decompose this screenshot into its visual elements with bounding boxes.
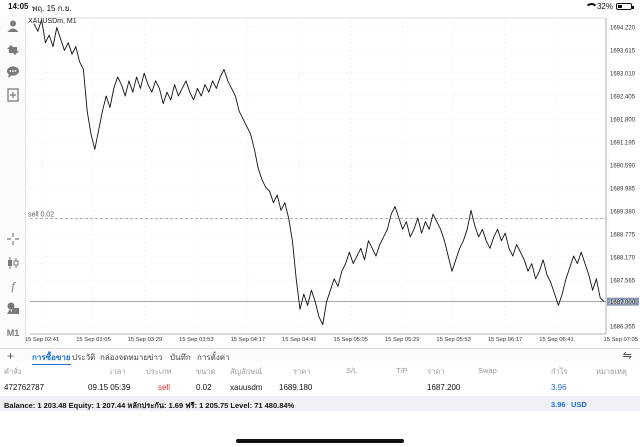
table-header: คำสั่ง เวลา ประเภท ขนาด สัญลักษณ์ ราคา S… bbox=[0, 364, 640, 378]
header-tp: T/P bbox=[396, 366, 408, 375]
sort-icon[interactable]: ⇋ bbox=[622, 350, 632, 362]
time-tick-label: 15 Sep 05:05 bbox=[333, 337, 368, 343]
chart-svg[interactable]: 1687.000 1694.220 1693.615 1693.010 1692.40… bbox=[26, 14, 640, 348]
price-tick-label: 1690.590 bbox=[610, 163, 636, 169]
time-tick-label: 15 Sep 03:05 bbox=[76, 337, 111, 343]
time-tick-label: 15 Sep 02:41 bbox=[26, 337, 59, 343]
header-swap: Swap bbox=[478, 366, 497, 375]
price-tick-label: 1691.800 bbox=[610, 117, 636, 123]
price-tick-label: 1694.220 bbox=[610, 25, 636, 31]
crosshair-icon[interactable] bbox=[4, 230, 22, 248]
left-toolbar: f M1 bbox=[0, 14, 26, 344]
balance-total: 3.96 bbox=[551, 400, 566, 409]
person-icon[interactable] bbox=[4, 17, 22, 35]
header-comment: หมายเหตุ bbox=[596, 367, 627, 376]
price-tick-label: 1688.775 bbox=[610, 233, 636, 239]
time-tick-label: 15 Sep 05:53 bbox=[436, 337, 471, 343]
price-tick-label: 1689.985 bbox=[610, 186, 636, 192]
price-axis-ticks: 1694.220 1693.615 1693.010 1692.405 1691.800… bbox=[610, 25, 636, 330]
header-time: เวลา bbox=[110, 367, 126, 376]
wifi-icon bbox=[584, 3, 598, 10]
row-price: 1687.200 bbox=[427, 383, 461, 392]
chart-series bbox=[33, 19, 605, 325]
status-bar: 14:05 พฤ. 15 ก.ย. 32% bbox=[0, 0, 640, 14]
time-tick-label: 15 Sep 04:41 bbox=[282, 337, 317, 343]
time-axis-ticks: 15 Sep 02:41 15 Sep 03:05 15 Sep 03:29 15 S… bbox=[26, 337, 638, 343]
battery-icon bbox=[616, 3, 634, 10]
status-right: 32% bbox=[584, 2, 634, 11]
tab-trade[interactable]: การซื้อขาย bbox=[32, 351, 71, 365]
time-tick-label: 15 Sep 05:29 bbox=[385, 337, 420, 343]
home-indicator bbox=[236, 439, 404, 443]
price-tick-label: 1686.355 bbox=[610, 325, 636, 331]
indicator-icon[interactable]: f bbox=[11, 278, 15, 293]
header-symbol: สัญลักษณ์ bbox=[230, 367, 263, 376]
time-tick-label: 15 Sep 04:17 bbox=[231, 337, 266, 343]
price-tick-label: 1691.195 bbox=[610, 140, 636, 146]
header-open-price: ราคา bbox=[293, 367, 311, 376]
chat-icon[interactable] bbox=[4, 63, 22, 81]
tab-settings[interactable]: การตั้งค่า bbox=[197, 353, 230, 362]
time-tick-label: 15 Sep 03:53 bbox=[179, 337, 214, 343]
timeframe-icon[interactable]: M1 bbox=[6, 328, 20, 338]
balance-bar: Balance: 1 203.48 Equity: 1 207.44 หลักป… bbox=[0, 396, 640, 411]
current-price-label: 1687.000 bbox=[609, 300, 635, 306]
chart-levels: 1687.000 bbox=[30, 218, 639, 306]
header-size: ขนาด bbox=[196, 367, 216, 376]
objects-icon[interactable] bbox=[4, 299, 22, 317]
symbol-label: XAUUSDm, M1 bbox=[28, 18, 77, 25]
row-type: sell bbox=[158, 383, 171, 392]
price-tick-label: 1688.170 bbox=[610, 256, 636, 262]
price-chart[interactable]: 1687.000 1694.220 1693.615 1693.010 1692.40… bbox=[26, 14, 640, 348]
balance-currency: USD bbox=[571, 400, 587, 409]
order-line-label: sell 0.02 bbox=[28, 212, 54, 219]
status-time: 14:05 bbox=[8, 2, 29, 11]
price-tick-label: 1687.565 bbox=[610, 279, 636, 285]
row-open-price: 1689.180 bbox=[279, 383, 313, 392]
add-icon[interactable]: + bbox=[7, 349, 15, 363]
header-profit: กำไร bbox=[551, 367, 568, 376]
header-price: ราคา bbox=[427, 367, 445, 376]
header-type: ประเภท bbox=[146, 367, 172, 376]
price-tick-label: 1693.010 bbox=[610, 71, 636, 77]
price-tick-label: 1693.615 bbox=[610, 48, 636, 54]
tab-journal[interactable]: บันทึก bbox=[170, 353, 191, 362]
time-tick-label: 15 Sep 06:17 bbox=[488, 337, 523, 343]
row-time: 09.15 05:39 bbox=[88, 383, 131, 392]
price-series-line bbox=[33, 19, 605, 325]
current-price-badge bbox=[607, 297, 639, 306]
price-tick-label: 1687.000 bbox=[610, 300, 636, 306]
chart-grid bbox=[30, 18, 609, 334]
time-tick-label: 15 Sep 07:05 bbox=[604, 337, 639, 343]
time-tick-label: 15 Sep 06:41 bbox=[539, 337, 574, 343]
table-row[interactable]: 472762787 09.15 05:39 sell 0.02 xauusdm … bbox=[0, 381, 640, 395]
time-tick-label: 15 Sep 03:29 bbox=[128, 337, 163, 343]
row-profit: 3.96 bbox=[551, 383, 567, 392]
status-date: พฤ. 15 ก.ย. bbox=[32, 4, 72, 13]
tab-history[interactable]: ประวัติ bbox=[72, 353, 96, 362]
header-sl: S/L bbox=[346, 366, 358, 375]
row-order: 472762787 bbox=[4, 383, 45, 392]
new-order-icon[interactable] bbox=[4, 86, 22, 104]
bottom-tabs: + การซื้อขาย ประวัติ กล่องจดหมาย ข่าว บั… bbox=[0, 348, 640, 365]
tab-mailbox[interactable]: กล่องจดหมาย bbox=[100, 353, 149, 362]
price-tick-label: 1692.405 bbox=[610, 94, 636, 100]
price-tick-label: 1689.380 bbox=[610, 210, 636, 216]
row-size: 0.02 bbox=[196, 383, 212, 392]
balance-text: Balance: 1 203.48 Equity: 1 207.44 หลักป… bbox=[4, 401, 295, 410]
candles-icon[interactable] bbox=[4, 254, 22, 272]
tab-news[interactable]: ข่าว bbox=[148, 353, 163, 362]
battery-percent: 32% bbox=[596, 2, 613, 11]
row-symbol: xauusdm bbox=[230, 383, 263, 392]
battery-fill bbox=[618, 5, 622, 8]
trade-icon[interactable] bbox=[4, 41, 22, 59]
header-order: คำสั่ง bbox=[4, 367, 22, 376]
